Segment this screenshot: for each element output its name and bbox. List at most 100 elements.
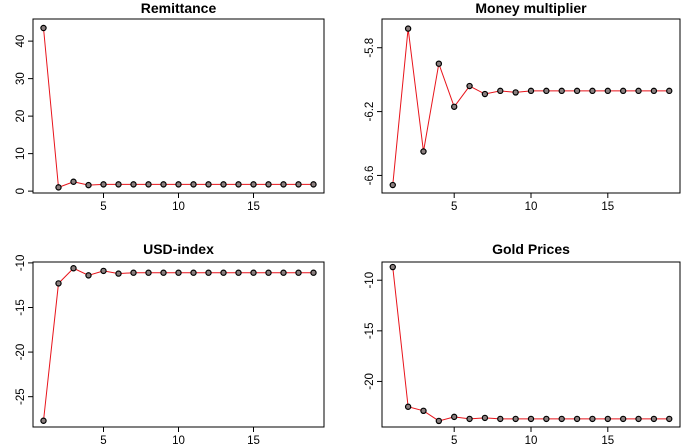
y-tick-label: -10 (364, 272, 376, 289)
data-point (604, 87, 612, 95)
data-point (619, 87, 627, 95)
x-tick-label: 5 (100, 201, 106, 213)
data-point (404, 25, 412, 32)
x-axis: 5 10 15 (100, 426, 260, 447)
data-point (635, 87, 642, 95)
data-point (145, 181, 152, 188)
data-point (481, 414, 489, 422)
data-point (435, 60, 443, 67)
data-point (450, 103, 458, 110)
data-point (573, 87, 581, 95)
plot-frame (381, 18, 681, 194)
data-point (85, 181, 92, 189)
y-tick-label: -6.2 (364, 102, 376, 122)
data-point (160, 269, 167, 276)
data-point (589, 87, 596, 95)
data-point (527, 415, 535, 423)
data-point (100, 267, 107, 275)
y-tick-label: 30 (15, 72, 27, 85)
data-point (280, 269, 287, 276)
x-tick-label: 15 (601, 435, 614, 447)
y-tick-label: 40 (15, 35, 27, 48)
data-point (543, 87, 550, 95)
data-point (190, 181, 197, 188)
data-point (40, 417, 47, 424)
data-point (190, 269, 197, 276)
plot-frame (32, 261, 325, 428)
data-point (235, 181, 242, 188)
panel-title: Remittance (141, 0, 217, 16)
data-point (250, 269, 257, 276)
data-point (666, 87, 673, 95)
data-point (145, 269, 152, 276)
data-point (70, 265, 77, 272)
data-point (235, 269, 242, 276)
data-point (115, 270, 122, 277)
data-point (205, 181, 212, 188)
y-tick-label: -6.6 (364, 166, 376, 186)
y-tick-label: 0 (15, 188, 27, 194)
data-point (481, 90, 489, 98)
data-point (250, 181, 257, 188)
data-point (512, 415, 519, 423)
data-point (70, 178, 77, 185)
data-point (650, 87, 658, 95)
y-tick-label: 10 (15, 147, 27, 160)
data-point (450, 413, 458, 421)
data-point (558, 415, 565, 423)
data-point (295, 181, 302, 188)
data-point (160, 181, 167, 188)
data-point (115, 181, 122, 188)
y-tick-label: -5.8 (364, 38, 376, 58)
data-point (55, 280, 62, 287)
data-point (466, 415, 473, 423)
data-point (265, 269, 272, 276)
data-point (512, 89, 519, 96)
series-line (43, 27, 314, 189)
panel-usd-index: USD-index 5 10 15 -25 -20 -15 -10 (15, 241, 325, 447)
data-point (619, 415, 627, 423)
y-axis: -6.6 -6.2 -5.8 (364, 38, 383, 186)
data-point (543, 415, 550, 423)
data-point (100, 181, 107, 188)
x-tick-label: 15 (247, 201, 260, 213)
data-point (205, 269, 212, 276)
y-tick-label: -20 (15, 344, 27, 361)
data-point (310, 269, 317, 276)
data-point (130, 269, 137, 276)
data-point (310, 181, 317, 188)
panel-title: USD-index (143, 241, 214, 257)
x-tick-label: 10 (172, 435, 185, 447)
series-line (392, 267, 670, 422)
y-tick-label: -20 (364, 373, 376, 390)
x-tick-label: 10 (525, 201, 538, 213)
x-axis: 5 10 15 (100, 192, 260, 213)
series-line (392, 28, 670, 186)
x-tick-label: 5 (451, 201, 457, 213)
data-point (635, 415, 642, 423)
data-point (175, 269, 182, 276)
data-point (404, 403, 412, 410)
data-point (420, 148, 427, 155)
series-line (43, 267, 314, 421)
plot-frame (381, 261, 681, 428)
data-point (220, 181, 227, 188)
data-point (85, 272, 92, 279)
x-tick-label: 10 (525, 435, 538, 447)
data-point (650, 415, 658, 423)
data-point (220, 269, 227, 276)
data-point (497, 415, 504, 423)
panel-gold-prices: Gold Prices 5 10 15 -20 -15 -10 (364, 241, 681, 447)
data-point (666, 415, 673, 423)
data-point (604, 415, 612, 423)
data-point (558, 87, 565, 95)
y-axis: -20 -15 -10 (364, 272, 383, 390)
panel-money-multiplier: Money multiplier 5 10 15 -6.6 -6.2 -5.8 (364, 0, 681, 213)
y-tick-label: 20 (15, 110, 27, 123)
y-tick-label: -10 (15, 255, 27, 272)
y-axis: 0 10 20 30 40 (15, 35, 34, 194)
panel-title: Money multiplier (475, 0, 587, 16)
y-axis: -25 -20 -15 -10 (15, 255, 34, 405)
data-point (527, 87, 535, 95)
